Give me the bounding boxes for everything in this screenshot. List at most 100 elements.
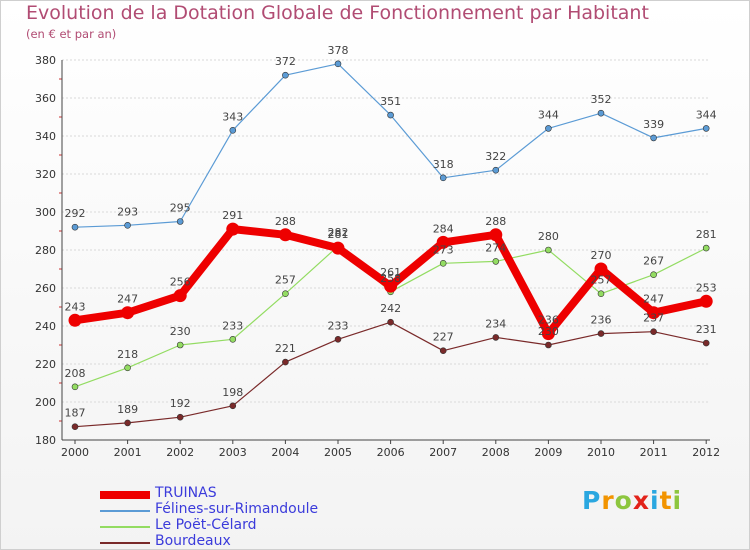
data-point [282,71,289,79]
x-tick-label: 2008 [482,446,510,459]
y-tick-label: 220 [35,358,56,371]
data-point [647,306,661,320]
data-label: 322 [485,150,506,163]
x-tick-label: 2011 [640,446,668,459]
logo-letter: t [659,486,673,515]
data-label: 261 [380,266,401,279]
data-label: 293 [117,205,138,218]
y-tick-label: 380 [35,54,56,67]
x-tick-label: 2010 [587,446,615,459]
data-label: 247 [117,293,138,306]
data-point [71,223,79,231]
data-label: 344 [696,108,717,121]
legend-swatch [100,542,150,544]
data-point [699,294,713,308]
legend-item-bourdeaux: Bourdeaux [100,533,360,550]
legend-swatch [100,491,150,499]
x-tick-label: 2004 [271,446,299,459]
y-tick-label: 300 [35,206,56,219]
data-label: 242 [380,302,401,315]
x-tick-label: 2003 [219,446,247,459]
data-label: 291 [222,209,243,222]
data-label: 344 [538,108,559,121]
data-point [282,358,289,366]
data-label: 343 [222,110,243,123]
y-tick-label: 360 [35,92,56,105]
data-point [650,134,657,142]
data-label: 189 [117,403,138,416]
data-label: 234 [485,317,506,330]
data-label: 352 [591,93,612,106]
data-label: 253 [696,281,717,294]
data-point [597,109,605,117]
chart-title: Evolution de la Dotation Globale de Fonc… [26,2,649,24]
data-point [387,318,394,326]
y-tick-label: 200 [35,396,56,409]
data-label: 267 [643,255,664,268]
legend-label: Félines-sur-Rimandoule [155,501,319,517]
data-point [331,241,345,255]
data-point [492,258,500,265]
data-label: 378 [328,44,349,57]
data-point [121,306,135,320]
data-label: 221 [275,342,296,355]
data-point [702,125,710,132]
data-label: 288 [485,215,506,228]
data-label: 236 [538,314,559,327]
data-point [702,339,710,347]
data-label: 284 [433,222,454,235]
data-point [439,259,447,267]
data-label: 280 [538,230,559,243]
data-point [545,246,552,254]
data-point [597,290,605,298]
legend-item-truinas: TRUINAS [100,485,360,502]
data-label: 270 [591,249,612,262]
data-point [278,228,292,242]
data-point [68,313,82,327]
data-point [439,174,447,182]
data-point [226,222,240,236]
data-label: 257 [591,274,612,287]
data-point [650,328,657,336]
data-point [229,127,237,134]
data-point [176,413,184,421]
data-point [387,111,394,119]
data-point [597,330,605,337]
data-point [124,364,131,372]
data-point [545,125,552,132]
y-tick-label: 260 [35,282,56,295]
y-tick-label: 280 [35,244,56,257]
data-label: 281 [696,228,717,241]
proxiti-logo: Proxiti [582,486,682,515]
data-label: 339 [643,118,664,131]
logo-letter: i [672,486,683,515]
data-label: 281 [328,228,349,241]
data-point [229,402,237,410]
data-label: 372 [275,55,296,68]
data-label: 274 [485,241,506,254]
data-point [384,279,398,293]
x-tick-label: 2002 [166,446,194,459]
x-tick-label: 2006 [377,446,405,459]
x-tick-label: 2000 [61,446,89,459]
data-point [282,290,289,298]
data-label: 295 [170,202,191,215]
data-label: 257 [275,274,296,287]
data-point [124,222,131,229]
data-point [594,262,608,276]
logo-letter: r [601,486,615,515]
legend-item-felines: Félines-sur-Rimandoule [100,501,360,518]
data-label: 351 [380,95,401,108]
data-label: 208 [65,367,86,380]
data-label: 282 [328,226,349,239]
data-label: 227 [433,331,454,344]
data-label: 273 [433,243,454,256]
legend-swatch [100,510,150,512]
data-label: 288 [275,215,296,228]
data-label: 233 [328,319,349,332]
data-point [229,335,237,343]
x-tick-label: 2012 [692,446,720,459]
legend-item-poet-celard: Le Poët-Célard [100,517,360,534]
data-label: 231 [696,323,717,336]
